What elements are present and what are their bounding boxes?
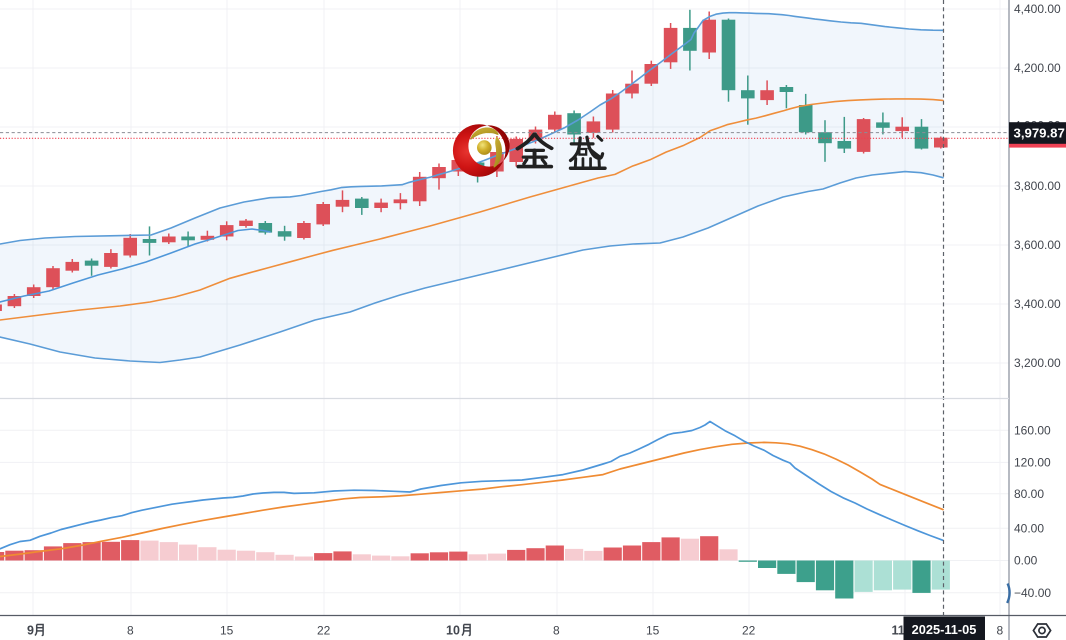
- svg-text:160.00: 160.00: [1014, 423, 1051, 437]
- svg-text:11: 11: [892, 624, 905, 638]
- svg-text:−40.00: −40.00: [1014, 586, 1051, 600]
- svg-text:22: 22: [317, 624, 331, 638]
- svg-text:40.00: 40.00: [1014, 522, 1044, 536]
- svg-text:9: 9: [27, 624, 34, 638]
- svg-text:3,200.00: 3,200.00: [1014, 356, 1061, 370]
- svg-text:80.00: 80.00: [1014, 487, 1044, 501]
- svg-text:3,400.00: 3,400.00: [1014, 297, 1061, 311]
- svg-text:0.00: 0.00: [1014, 554, 1038, 568]
- svg-text:10: 10: [446, 624, 460, 638]
- svg-text:8: 8: [553, 624, 560, 638]
- svg-text:3,600.00: 3,600.00: [1014, 238, 1061, 252]
- svg-text:120.00: 120.00: [1014, 456, 1051, 470]
- svg-text:4,400.00: 4,400.00: [1014, 2, 1061, 16]
- svg-text:15: 15: [646, 624, 660, 638]
- svg-text:15: 15: [220, 624, 234, 638]
- svg-text:3,979.87: 3,979.87: [1014, 125, 1065, 140]
- svg-text:8: 8: [997, 624, 1004, 638]
- svg-text:2025-11-05: 2025-11-05: [912, 622, 977, 637]
- svg-text:4,200.00: 4,200.00: [1014, 61, 1061, 75]
- svg-text:8: 8: [127, 624, 134, 638]
- svg-text:3,800.00: 3,800.00: [1014, 179, 1061, 193]
- svg-text:22: 22: [742, 624, 756, 638]
